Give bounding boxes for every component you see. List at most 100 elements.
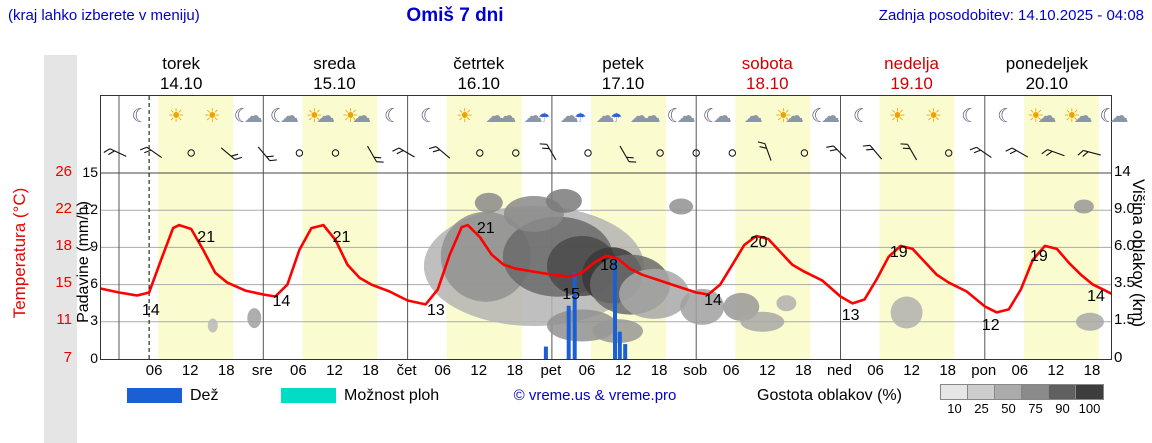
left-axis-strip bbox=[44, 55, 77, 443]
cloud-blob bbox=[680, 288, 725, 325]
weather-icon-cloud-moon: ☾☁ bbox=[666, 105, 696, 127]
time-tick: 18 bbox=[362, 362, 379, 379]
cloud-blob bbox=[1073, 199, 1094, 214]
precip-tick: 0 bbox=[90, 350, 98, 366]
cloud-blob bbox=[474, 192, 503, 213]
time-tick: 06 bbox=[867, 362, 884, 379]
density-swatch bbox=[1075, 384, 1104, 400]
time-tick: 12 bbox=[470, 362, 488, 379]
temperature-value-label: 14 bbox=[704, 292, 722, 310]
wind-barb-icon bbox=[220, 147, 243, 160]
rain-bar bbox=[543, 346, 548, 359]
wind-calm-icon bbox=[656, 149, 664, 157]
cloud-blob bbox=[669, 198, 694, 215]
weather-icon-moon: ☾ bbox=[131, 105, 149, 127]
cloud-blob bbox=[776, 295, 797, 312]
time-tick: 06 bbox=[1011, 362, 1029, 379]
day-date: 19.10 bbox=[890, 74, 933, 93]
day-abbrev-tick: sob bbox=[683, 362, 708, 379]
day-date: 18.10 bbox=[746, 74, 789, 93]
cloud-blob bbox=[593, 319, 643, 344]
temperature-value-label: 18 bbox=[600, 256, 618, 274]
day-abbrev-tick: sre bbox=[251, 362, 273, 379]
cloud-blob bbox=[1076, 312, 1104, 331]
weather-icon-clouds: ☁☁ bbox=[629, 105, 661, 127]
wind-barb-icon bbox=[862, 144, 883, 160]
temperature-value-label: 21 bbox=[197, 228, 216, 246]
temperature-value-label: 20 bbox=[749, 233, 768, 251]
time-tick: 12 bbox=[326, 362, 343, 379]
day-date: 17.10 bbox=[601, 74, 645, 93]
wind-calm-icon bbox=[584, 149, 592, 157]
wind-barb-icon bbox=[257, 146, 277, 162]
temperature-value-label: 14 bbox=[141, 302, 160, 320]
weather-icon-cloud-moon: ☾☁ bbox=[810, 105, 840, 127]
weather-icon-sun: ☀ bbox=[167, 105, 185, 127]
weather-icon-sun-cloud: ☀☁ bbox=[1027, 105, 1057, 127]
temperature-value-label: 13 bbox=[841, 307, 860, 325]
copyright-link[interactable]: © vreme.us & vreme.pro bbox=[513, 387, 677, 404]
day-name: sobota bbox=[741, 54, 793, 73]
wind-calm-icon bbox=[800, 149, 809, 157]
density-tick-label: 10 bbox=[947, 401, 962, 416]
weather-icon-sun-cloud: ☀☁ bbox=[774, 105, 804, 127]
rain-bar bbox=[572, 272, 577, 359]
wind-barb-icon bbox=[1041, 149, 1065, 157]
temperature-value-label: 21 bbox=[332, 228, 351, 246]
temperature-value-label: 19 bbox=[889, 243, 908, 261]
weather-icon-sun: ☀ bbox=[203, 105, 221, 127]
weather-icon-moon: ☾ bbox=[961, 105, 979, 127]
temp-tick: 11 bbox=[56, 311, 72, 328]
day-name: nedelja bbox=[884, 54, 939, 73]
day-name: sreda bbox=[313, 54, 356, 73]
weather-icon-clouds: ☁☁ bbox=[485, 105, 517, 127]
wind-calm-icon bbox=[476, 149, 484, 157]
rain-legend-label: Dež bbox=[190, 387, 219, 404]
cloud-height-tick: 9.0 bbox=[1114, 200, 1135, 217]
temp-tick: 18 bbox=[55, 237, 72, 254]
weather-icon-rain: ☁☂ bbox=[559, 105, 587, 127]
weather-icon-sun: ☀ bbox=[925, 105, 943, 127]
temperature-curve bbox=[101, 223, 1111, 314]
time-tick: 06 bbox=[290, 362, 307, 379]
weather-icon-cloud-moon: ☾☁ bbox=[1099, 105, 1129, 127]
weather-icon-rain: ☁☂ bbox=[523, 105, 551, 127]
wind-calm-icon bbox=[331, 149, 340, 157]
weather-icon-sun: ☀ bbox=[456, 105, 474, 127]
wind-calm-icon bbox=[692, 149, 700, 157]
temperature-value-label: 14 bbox=[1087, 288, 1105, 306]
temperature-axis-label: Temperatura (°C) bbox=[10, 187, 29, 319]
weather-icon-sun-cloud: ☀☁ bbox=[341, 105, 372, 127]
density-swatch bbox=[1048, 384, 1077, 400]
cloud-height-tick: 1.5 bbox=[1114, 311, 1135, 328]
time-tick: 18 bbox=[217, 362, 235, 379]
weather-icon-cloud-moon: ☾☁ bbox=[702, 105, 732, 127]
cloud-blob bbox=[247, 308, 262, 329]
showers-legend-swatch bbox=[281, 388, 336, 403]
wind-calm-icon bbox=[945, 149, 953, 157]
cloud-blob bbox=[207, 318, 218, 333]
temperature-value-label: 21 bbox=[476, 220, 495, 238]
showers-legend-label: Možnost ploh bbox=[344, 387, 440, 404]
weather-icon-sun: ☀ bbox=[889, 105, 907, 127]
time-tick: 06 bbox=[578, 362, 596, 379]
time-tick: 12 bbox=[181, 362, 199, 379]
wind-barb-icon bbox=[969, 146, 992, 159]
precip-tick: 9 bbox=[90, 238, 98, 254]
rain-bar bbox=[617, 331, 622, 359]
page-title: Omiš 7 dni bbox=[406, 5, 504, 26]
day-abbrev-tick: pet bbox=[540, 362, 562, 379]
temp-tick: 22 bbox=[55, 200, 72, 217]
cloud-height-tick: 3.5 bbox=[1114, 274, 1135, 291]
temperature-value-label: 15 bbox=[562, 285, 581, 303]
temperature-value-label: 13 bbox=[426, 302, 445, 320]
density-tick-label: 100 bbox=[1078, 401, 1101, 416]
plot-svg bbox=[101, 96, 1111, 359]
wind-barb-icon bbox=[428, 146, 451, 159]
weather-icon-moon: ☾ bbox=[420, 105, 438, 127]
wind-barb-icon bbox=[900, 143, 918, 161]
wind-barb-icon bbox=[103, 148, 127, 157]
day-name: četrtek bbox=[453, 54, 505, 73]
cloud-blob bbox=[440, 211, 531, 302]
wind-barb-icon bbox=[619, 145, 637, 163]
